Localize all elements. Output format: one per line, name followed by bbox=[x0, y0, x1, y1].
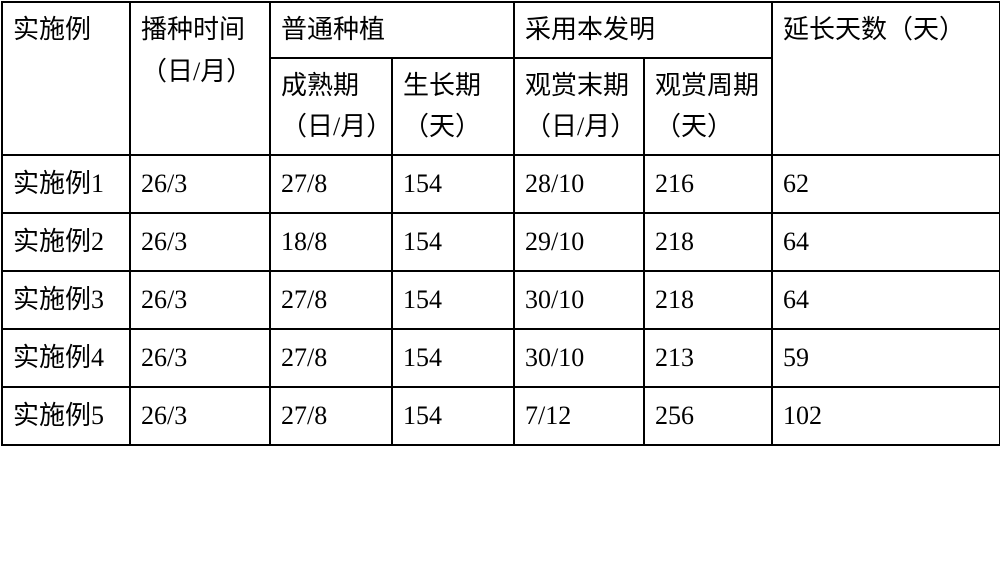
cell-maturity: 18/8 bbox=[270, 213, 392, 271]
cell-view-cycle: 218 bbox=[644, 213, 772, 271]
cell-growth: 154 bbox=[392, 213, 514, 271]
header-maturity: 成熟期（日/月） bbox=[270, 58, 392, 155]
cell-growth: 154 bbox=[392, 271, 514, 329]
cell-extend: 59 bbox=[772, 329, 1000, 387]
cell-example: 实施例1 bbox=[2, 155, 130, 213]
cell-view-end: 28/10 bbox=[514, 155, 644, 213]
cell-extend: 102 bbox=[772, 387, 1000, 445]
cell-sowing: 26/3 bbox=[130, 155, 270, 213]
cell-extend: 64 bbox=[772, 271, 1000, 329]
header-extended-days: 延长天数（天） bbox=[772, 2, 1000, 155]
cell-example: 实施例3 bbox=[2, 271, 130, 329]
cell-growth: 154 bbox=[392, 387, 514, 445]
cell-sowing: 26/3 bbox=[130, 329, 270, 387]
table-row: 实施例5 26/3 27/8 154 7/12 256 102 bbox=[2, 387, 1000, 445]
cell-view-cycle: 216 bbox=[644, 155, 772, 213]
cell-maturity: 27/8 bbox=[270, 155, 392, 213]
table-row: 实施例3 26/3 27/8 154 30/10 218 64 bbox=[2, 271, 1000, 329]
header-sowing-time: 播种时间（日/月） bbox=[130, 2, 270, 155]
header-conventional-group: 普通种植 bbox=[270, 2, 514, 58]
header-growth-period: 生长期（天） bbox=[392, 58, 514, 155]
header-row-1: 实施例 播种时间（日/月） 普通种植 采用本发明 延长天数（天） bbox=[2, 2, 1000, 58]
header-viewing-cycle: 观赏周期（天） bbox=[644, 58, 772, 155]
cell-view-end: 7/12 bbox=[514, 387, 644, 445]
cell-sowing: 26/3 bbox=[130, 271, 270, 329]
header-invention-group: 采用本发明 bbox=[514, 2, 772, 58]
cell-extend: 62 bbox=[772, 155, 1000, 213]
cell-sowing: 26/3 bbox=[130, 213, 270, 271]
table-container: 实施例 播种时间（日/月） 普通种植 采用本发明 延长天数（天） 成熟期（日/月… bbox=[0, 0, 1000, 580]
cell-view-cycle: 256 bbox=[644, 387, 772, 445]
header-example: 实施例 bbox=[2, 2, 130, 155]
cell-example: 实施例5 bbox=[2, 387, 130, 445]
cell-extend: 64 bbox=[772, 213, 1000, 271]
table-row: 实施例4 26/3 27/8 154 30/10 213 59 bbox=[2, 329, 1000, 387]
cell-maturity: 27/8 bbox=[270, 329, 392, 387]
header-viewing-end: 观赏末期（日/月） bbox=[514, 58, 644, 155]
cell-view-end: 30/10 bbox=[514, 271, 644, 329]
cell-view-end: 30/10 bbox=[514, 329, 644, 387]
cell-view-end: 29/10 bbox=[514, 213, 644, 271]
cell-example: 实施例2 bbox=[2, 213, 130, 271]
cell-view-cycle: 213 bbox=[644, 329, 772, 387]
table-row: 实施例2 26/3 18/8 154 29/10 218 64 bbox=[2, 213, 1000, 271]
table-row: 实施例1 26/3 27/8 154 28/10 216 62 bbox=[2, 155, 1000, 213]
cell-view-cycle: 218 bbox=[644, 271, 772, 329]
cell-growth: 154 bbox=[392, 155, 514, 213]
cell-example: 实施例4 bbox=[2, 329, 130, 387]
cell-growth: 154 bbox=[392, 329, 514, 387]
cell-sowing: 26/3 bbox=[130, 387, 270, 445]
experiment-table: 实施例 播种时间（日/月） 普通种植 采用本发明 延长天数（天） 成熟期（日/月… bbox=[1, 1, 1000, 446]
cell-maturity: 27/8 bbox=[270, 271, 392, 329]
cell-maturity: 27/8 bbox=[270, 387, 392, 445]
